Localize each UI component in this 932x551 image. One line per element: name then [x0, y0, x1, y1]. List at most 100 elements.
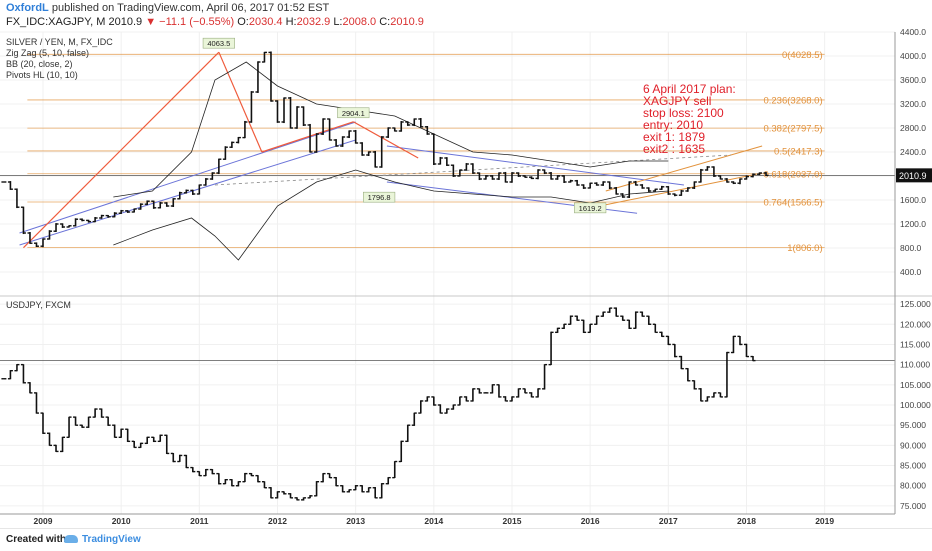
- up-channel-upper: [605, 145, 763, 192]
- channel-line-upper: [19, 121, 356, 234]
- bollinger-lower: [113, 169, 669, 261]
- legend-entry: BB (20, close, 2): [6, 59, 73, 69]
- chart-header: OxfordL published on TradingView.com, Ap…: [0, 0, 932, 32]
- time-tick-label: 2009: [34, 516, 53, 526]
- zigzag-down2: [353, 121, 419, 159]
- ohlc-readout: FX_IDC:XAGJPY, M 2010.9 ▼ −11.1 (−0.55%)…: [6, 16, 424, 28]
- tradingview-logo[interactable]: TradingView: [64, 534, 141, 545]
- time-tick-label: 2015: [503, 516, 522, 526]
- last-price-tag-bg: [896, 168, 932, 183]
- fib-level-label: 1(806.0): [787, 243, 822, 254]
- bottom-pane-legend: USDJPY, FXCM: [6, 300, 71, 310]
- time-tick-label: 2013: [346, 516, 365, 526]
- created-with-text: Created with: [6, 534, 67, 545]
- published-text: published on TradingView.com, April 06, …: [48, 2, 330, 14]
- pivot-label-text: 2904.1: [342, 109, 365, 118]
- legend-entry: Zig Zag (5, 10, false): [6, 48, 89, 58]
- price-tick-label: 85.000: [900, 461, 926, 471]
- chart-canvas[interactable]: 0(4028.5) 0.236(3268.0) 0.382(2797.5) 0.5(2…: [0, 0, 932, 528]
- fib-level-label: 0.382(2797.5): [763, 124, 822, 135]
- time-tick-label: 2010: [112, 516, 131, 526]
- annotation-line: stop loss: 2100: [643, 106, 724, 120]
- price-tick-label: 95.000: [900, 420, 926, 430]
- time-tick-label: 2011: [190, 516, 209, 526]
- fib-level-label: 0(4028.5): [782, 50, 823, 61]
- price-tick-label: 3200.0: [900, 99, 926, 109]
- annotation-line: entry: 2010: [643, 118, 703, 132]
- author-link[interactable]: OxfordL: [6, 2, 49, 14]
- time-tick-label: 2016: [581, 516, 600, 526]
- fib-level-label: 0.236(3268.0): [763, 95, 822, 106]
- time-tick-label: 2018: [737, 516, 756, 526]
- pivot-label-text: 4063.5: [207, 39, 230, 48]
- top-price-axis[interactable]: 400.0800.01200.01600.02000.02400.02800.0…: [900, 27, 926, 277]
- high-value: 2032.9: [296, 16, 331, 28]
- silver-yen-bars: [1, 51, 769, 248]
- pivot-labels: 4063.5 2904.1 1796.8 1619.2: [202, 37, 607, 214]
- annotation-line: XAGJPY sell: [643, 94, 711, 108]
- tradingview-cloud-icon: [64, 535, 78, 544]
- open-label: O:: [237, 16, 249, 28]
- high-label: H:: [285, 16, 297, 28]
- time-tick-label: 2012: [268, 516, 287, 526]
- pivot-label-text: 1796.8: [368, 193, 391, 202]
- fibonacci-retracement[interactable]: 0(4028.5) 0.236(3268.0) 0.382(2797.5) 0.5(2…: [27, 50, 825, 254]
- price-tick-label: 4400.0: [900, 27, 926, 37]
- low-label: L:: [333, 16, 343, 28]
- footer-bar: Created with TradingView: [0, 528, 932, 551]
- fib-level-label: 0.764(1566.5): [763, 198, 822, 209]
- legend-entry: Pivots HL (10, 10): [6, 70, 78, 80]
- pivot-label-box: [574, 202, 607, 214]
- zigzag-up: [23, 51, 220, 249]
- annotation-line: 6 April 2017 plan:: [643, 82, 736, 96]
- pivot-label-box: [337, 107, 370, 119]
- usdjpy-bars: [1, 307, 756, 501]
- tradingview-brand: TradingView: [82, 534, 141, 545]
- last-price-tag: 2010.9: [896, 168, 932, 183]
- price-tick-label: 1200.0: [900, 219, 926, 229]
- pivot-label-text: 1619.2: [579, 204, 602, 213]
- legend-entry: SILVER / YEN, M, FX_IDC: [6, 37, 113, 47]
- symbol-label[interactable]: FX_IDC:XAGJPY, M: [6, 16, 106, 28]
- price-tick-label: 125.000: [900, 299, 931, 309]
- bottom-price-axis[interactable]: 75.000 80.000 85.000 90.000 95.000 100.000 105…: [900, 299, 931, 511]
- close-value: 2010.9: [390, 16, 424, 28]
- time-axis[interactable]: 2009 2010 2011 2012 2013 2014 2015 2016 2017 2018…: [34, 516, 835, 526]
- low-value: 2008.0: [342, 16, 377, 28]
- zigzag-up2: [261, 121, 354, 153]
- time-tick-label: 2019: [815, 516, 834, 526]
- price-tick-label: 2800.0: [900, 123, 926, 133]
- fib-level-label: 0.5(2417.3): [774, 146, 823, 157]
- annotation-line: exit 1: 1879: [643, 130, 705, 144]
- price-change: ▼ −11.1 (−0.55%): [145, 16, 235, 28]
- last-price: 2010.9: [108, 16, 143, 28]
- fib-level-label: 0.618(2037.0): [763, 169, 822, 180]
- last-price-tag-text: 2010.9: [899, 171, 927, 181]
- price-tick-label: 800.0: [900, 243, 922, 253]
- channel-line-lower: [19, 139, 356, 246]
- annotation-line: exit2 : 1635: [643, 142, 705, 156]
- price-tick-label: 105.000: [900, 380, 931, 390]
- bottom-pane-grid: [0, 296, 895, 514]
- price-tick-label: 90.000: [900, 440, 926, 450]
- price-tick-label: 120.000: [900, 319, 931, 329]
- time-tick-label: 2014: [424, 516, 443, 526]
- price-tick-label: 80.000: [900, 481, 926, 491]
- publish-info: OxfordL published on TradingView.com, Ap…: [6, 2, 329, 14]
- open-value: 2030.4: [248, 16, 283, 28]
- price-tick-label: 110.000: [900, 360, 930, 370]
- pivot-label-box: [363, 191, 396, 203]
- price-tick-label: 75.000: [900, 501, 926, 511]
- down-channel-upper: [386, 145, 685, 186]
- price-tick-label: 115.000: [900, 339, 930, 349]
- price-tick-label: 4000.0: [900, 51, 926, 61]
- pivot-label-box: [202, 37, 235, 49]
- price-tick-label: 1600.0: [900, 195, 926, 205]
- time-tick-label: 2017: [659, 516, 678, 526]
- price-tick-label: 2400.0: [900, 147, 926, 157]
- close-label: C:: [379, 16, 391, 28]
- zigzag-down: [218, 51, 263, 153]
- bollinger-upper: [113, 61, 669, 198]
